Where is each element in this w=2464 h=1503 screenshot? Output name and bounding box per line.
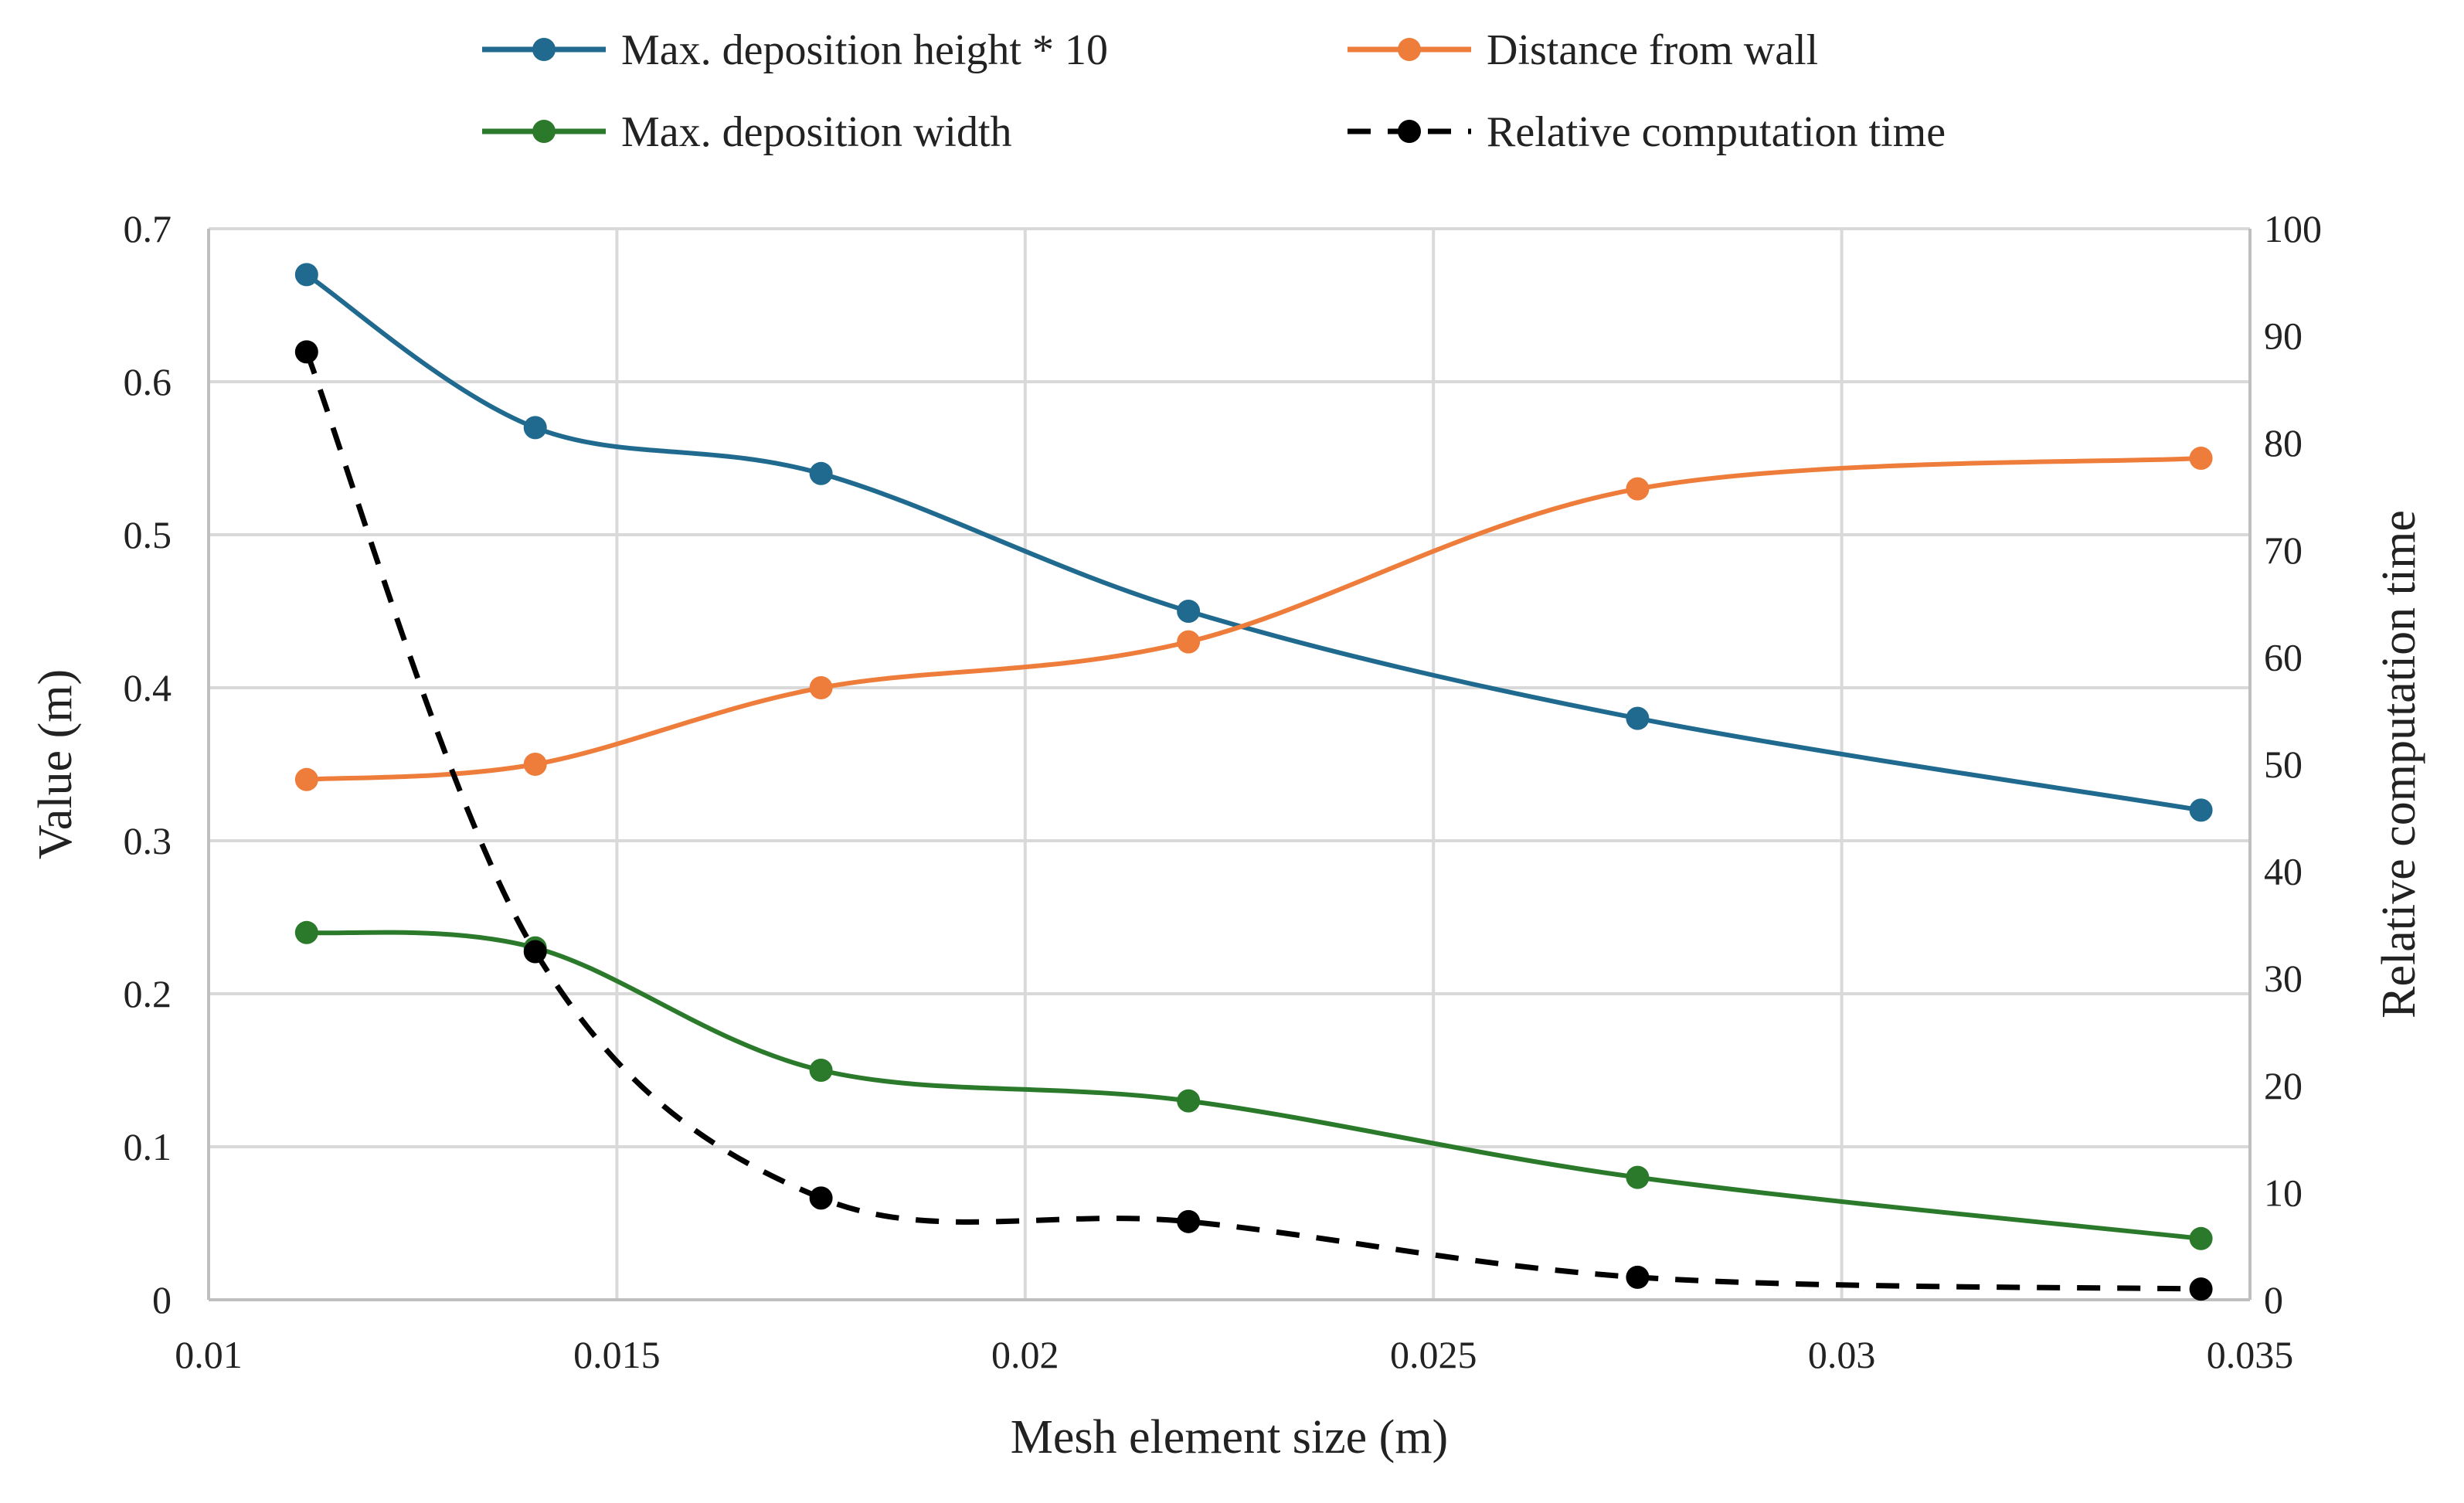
data-point-distance-from-wall (1177, 630, 1201, 654)
data-point-relative-computation-time (1177, 1209, 1201, 1233)
y2-tick-label: 50 (2264, 743, 2303, 786)
legend-marker (1398, 38, 1421, 61)
x-axis-title: Mesh element size (m) (1011, 1411, 1448, 1464)
legend-label: Distance from wall (1487, 26, 1818, 74)
x-tick-label: 0.025 (1390, 1333, 1477, 1376)
y2-tick-label: 0 (2264, 1278, 2283, 1321)
y2-tick-label: 40 (2264, 850, 2303, 893)
data-point-max-deposition-width (809, 1059, 833, 1082)
y-tick-label: 0.2 (124, 972, 172, 1015)
x-tick-label: 0.02 (991, 1333, 1059, 1376)
legend-item-relative-computation-time: Relative computation time (1348, 108, 1946, 156)
data-point-distance-from-wall (809, 676, 833, 699)
data-point-max-deposition-height-10 (523, 416, 547, 440)
y2-tick-label: 100 (2264, 207, 2322, 250)
series-line-max-deposition-width (306, 930, 2201, 1241)
y-axis-title: Value (m) (29, 669, 82, 859)
data-point-max-deposition-width (2189, 1226, 2213, 1250)
data-point-max-deposition-width (294, 920, 318, 944)
x-tick-label: 0.035 (2207, 1333, 2294, 1376)
data-point-max-deposition-height-10 (1177, 600, 1201, 623)
grid (209, 227, 2252, 1300)
y-tick-label: 0.1 (124, 1125, 172, 1168)
data-point-distance-from-wall (1626, 477, 1650, 501)
legend-label: Relative computation time (1487, 108, 1946, 156)
x-tick-label: 0.03 (1808, 1333, 1876, 1376)
y2-tick-label: 70 (2264, 529, 2303, 572)
data-point-distance-from-wall (523, 753, 547, 776)
series-line-max-deposition-height-10 (305, 272, 2202, 813)
x-tick-label: 0.015 (573, 1333, 661, 1376)
axes: 0 0.1 0.2 0.3 0.4 0.5 0.6 0.7 0.01 0.015 0.02 0.025… (124, 207, 2323, 1376)
y-tick-label: 0.7 (124, 207, 172, 250)
y2-tick-label: 30 (2264, 957, 2303, 1000)
y2-tick-label: 90 (2264, 315, 2303, 358)
x-tick-label: 0.01 (175, 1333, 243, 1376)
legend-item-max-deposition-width: Max. deposition width (482, 108, 1012, 156)
series-line-distance-from-wall (306, 456, 2201, 782)
y2-tick-label: 10 (2264, 1171, 2303, 1214)
y-tick-label: 0.5 (124, 513, 172, 556)
y2-axis-title: Relative computation time (2373, 510, 2425, 1018)
series (294, 263, 2213, 1301)
legend: Max. deposition height * 10 Distance from… (482, 26, 1946, 156)
data-point-max-deposition-height-10 (809, 461, 833, 485)
y-tick-label: 0.4 (124, 666, 172, 709)
legend-label: Max. deposition width (621, 108, 1012, 156)
legend-marker (532, 120, 556, 143)
y2-tick-label: 60 (2264, 635, 2303, 678)
data-point-max-deposition-height-10 (294, 263, 318, 287)
legend-marker (1398, 120, 1421, 143)
data-point-distance-from-wall (2189, 447, 2213, 470)
legend-item-max-deposition-height-10: Max. deposition height * 10 (482, 26, 1108, 74)
y2-tick-label: 20 (2264, 1064, 2303, 1107)
y-tick-label: 0 (152, 1278, 172, 1321)
data-point-relative-computation-time (523, 940, 547, 964)
legend-item-distance-from-wall: Distance from wall (1348, 26, 1818, 74)
legend-label: Max. deposition height * 10 (621, 26, 1108, 74)
series-line-relative-computation-time (304, 351, 2201, 1292)
y2-tick-label: 80 (2264, 421, 2303, 464)
data-point-relative-computation-time (2189, 1277, 2213, 1301)
data-point-relative-computation-time (294, 340, 318, 364)
data-point-max-deposition-height-10 (2189, 798, 2213, 822)
legend-marker (532, 38, 556, 61)
data-point-max-deposition-height-10 (1626, 706, 1650, 730)
data-point-relative-computation-time (809, 1186, 833, 1210)
data-point-max-deposition-width (1177, 1089, 1201, 1113)
y-tick-label: 0.3 (124, 819, 172, 862)
data-point-relative-computation-time (1626, 1265, 1650, 1289)
data-point-distance-from-wall (294, 767, 318, 791)
data-point-max-deposition-width (1626, 1165, 1650, 1189)
y-tick-label: 0.6 (124, 360, 172, 403)
